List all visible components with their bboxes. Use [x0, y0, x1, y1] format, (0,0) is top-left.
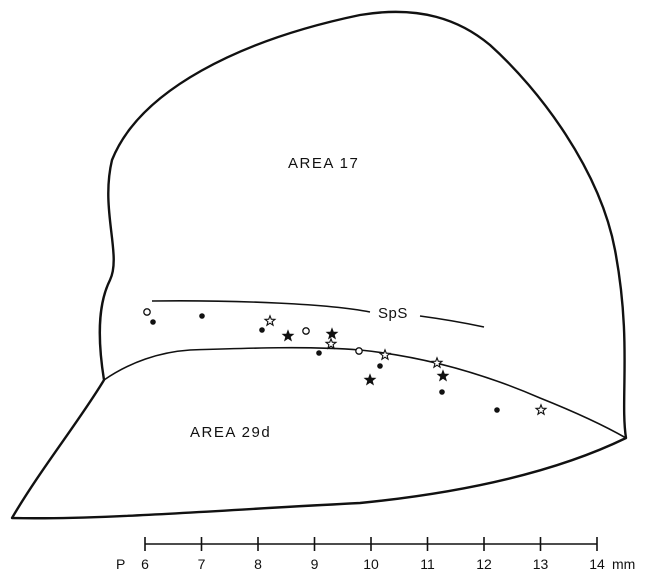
scale-tick-label: 6 [141, 556, 149, 572]
filled-circle-marker [316, 350, 322, 356]
cortex-outline [10, 10, 628, 520]
open-star-markers [263, 314, 548, 416]
scale-tick-label: 9 [311, 556, 319, 572]
filled-star-marker [436, 369, 450, 382]
filled-circle-marker [439, 389, 445, 395]
open-star-marker [430, 356, 444, 369]
scale-tick-label: 10 [363, 556, 379, 572]
scale-tick-label: 11 [420, 556, 435, 572]
sulcus-label: SpS [378, 305, 408, 322]
recording-sites [143, 308, 548, 416]
open-star-marker [324, 337, 338, 350]
open-circle-marker [143, 308, 151, 316]
open-star-marker [263, 314, 277, 327]
scale-prefix: P [116, 556, 125, 572]
filled-star-marker [363, 373, 377, 386]
open-circle-marker [302, 327, 310, 335]
filled-star-markers [281, 327, 450, 386]
area-29d-label: AREA 29d [190, 424, 271, 441]
open-star-marker [378, 348, 392, 361]
open-circle-marker [355, 347, 363, 355]
scale-unit: mm [612, 556, 635, 572]
scale-ticks: 6 7 8 9 10 11 12 13 14 [141, 537, 605, 572]
scale-bar: 6 7 8 9 10 11 12 13 14 P mm [116, 537, 635, 572]
scale-tick-label: 13 [533, 556, 549, 572]
splenial-sulcus-line-tail [419, 315, 485, 328]
area-29d-boundary [103, 346, 627, 439]
scale-tick-label: 7 [198, 556, 206, 572]
scale-tick-label: 12 [476, 556, 492, 572]
area-17-label: AREA 17 [288, 155, 359, 172]
open-star-marker [534, 403, 548, 416]
filled-circle-marker [150, 319, 156, 325]
filled-circle-marker [199, 313, 205, 319]
filled-circle-marker [494, 407, 500, 413]
splenial-sulcus-line [151, 300, 371, 313]
filled-circle-marker [259, 327, 265, 333]
filled-circle-marker [377, 363, 383, 369]
filled-star-marker [281, 329, 295, 342]
scale-tick-label: 14 [589, 556, 605, 572]
scale-tick-label: 8 [254, 556, 262, 572]
filled-star-marker [325, 327, 339, 340]
